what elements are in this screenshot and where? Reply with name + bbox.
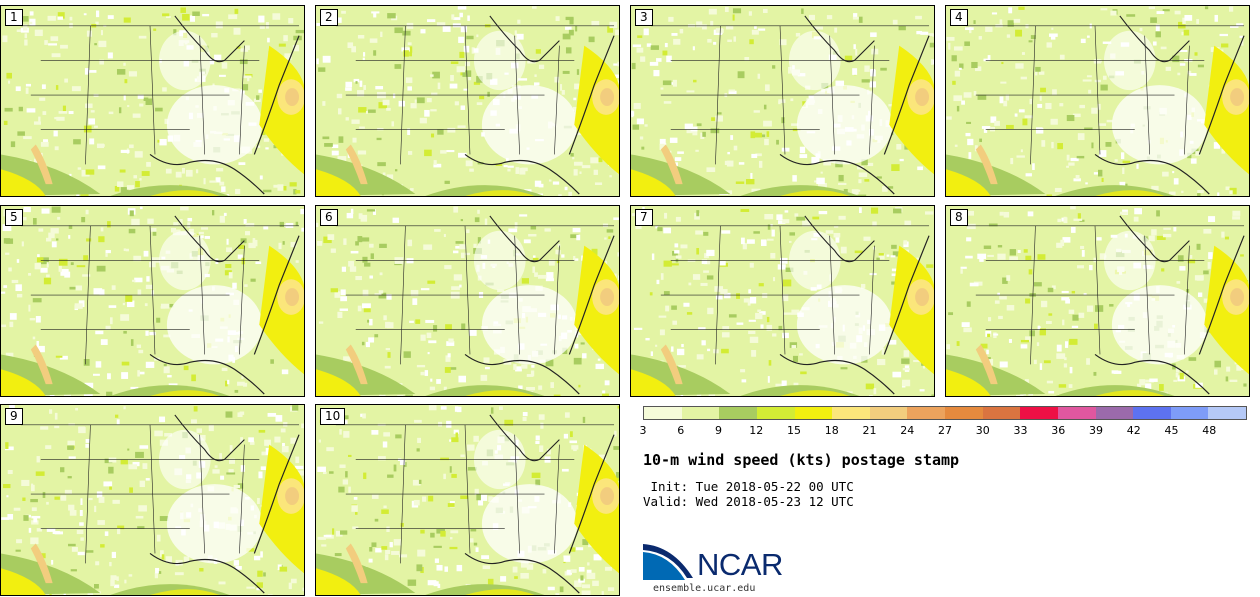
stamp-label: 1 [5,9,23,26]
colorbar-swatch [719,407,757,419]
colorbar-ticks: 3 6 9 12 15 18 21 24 27 30 33 36 39 42 45 48 [639,424,1247,438]
init-time: Init: Tue 2018-05-22 00 UTC [643,479,854,494]
colorbar-tick-label: 42 [1126,424,1141,437]
wind-speed-map [1,206,304,396]
ncar-logo-text: NCAR [697,547,783,582]
stamp-label: 7 [635,209,653,226]
colorbar-tick-label: 39 [1089,424,1103,437]
stamp-label: 9 [5,408,23,425]
ncar-logo-icon [643,544,693,580]
stamp-panel-2: 2 [315,5,620,197]
colorbar-swatch [1057,407,1096,419]
colorbar-swatch [1170,407,1209,419]
stamp-panel-1: 1 [0,5,305,197]
stamp-panel-5: 5 [0,205,305,397]
colorbar-swatch [945,407,983,419]
stamp-panel-10: 10 [315,404,620,596]
colorbar-tick-label: 3 [639,424,647,437]
colorbar-swatch [832,407,870,419]
figure-title: 10-m wind speed (kts) postage stamp [643,451,960,469]
stamp-label: 5 [5,209,23,226]
stamp-panel-9: 9 [0,404,305,596]
stamp-panel-8: 8 [945,205,1250,397]
colorbar-tick-label: 21 [862,424,877,437]
stamp-label: 2 [320,9,338,26]
colorbar-tick-label: 27 [938,424,952,437]
colorbar-swatch [1095,407,1134,419]
stamp-label: 3 [635,9,653,26]
wind-speed-map [946,206,1249,396]
colorbar-tick-label: 18 [824,424,839,437]
colorbar-tick-label: 24 [900,424,915,437]
site-url: ensemble.ucar.edu [653,583,756,594]
colorbar-tick-label: 45 [1164,424,1179,437]
stamp-panel-4: 4 [945,5,1250,197]
wind-speed-map [631,6,934,196]
colorbar-swatch [907,407,945,419]
colorbar-swatch [756,407,795,419]
valid-time: Valid: Wed 2018-05-23 12 UTC [643,494,854,509]
stamp-panel-6: 6 [315,205,620,397]
stamp-panel-3: 3 [630,5,935,197]
colorbar-tick-label: 48 [1202,424,1217,437]
wind-speed-map [1,405,304,595]
colorbar-swatch [982,407,1021,419]
stamp-label: 4 [950,9,968,26]
wind-speed-map [1,6,304,196]
colorbar-swatch [1208,407,1246,419]
colorbar-tick-label: 30 [975,424,990,437]
colorbar-swatch [644,407,682,419]
wind-speed-map [316,6,619,196]
wind-speed-map [946,6,1249,196]
colorbar-tick-label: 33 [1013,424,1028,437]
colorbar-swatch [681,407,720,419]
colorbar-swatch [1020,407,1058,419]
stamp-panel-7: 7 [630,205,935,397]
stamp-label: 10 [320,408,346,425]
stamp-label: 6 [320,209,338,226]
wind-speed-map [316,206,619,396]
colorbar-tick-label: 12 [749,424,764,437]
colorbar-tick-label: 15 [787,424,801,437]
colorbar-tick-label: 6 [677,424,685,437]
colorbar-tick-label: 36 [1051,424,1066,437]
colorbar [643,406,1247,420]
stamp-label: 8 [950,209,968,226]
wind-speed-map [631,206,934,396]
wind-speed-map [316,405,619,595]
colorbar-swatch [794,407,833,419]
colorbar-swatch [1133,407,1171,419]
colorbar-tick-label: 9 [715,424,722,437]
colorbar-swatch [869,407,908,419]
